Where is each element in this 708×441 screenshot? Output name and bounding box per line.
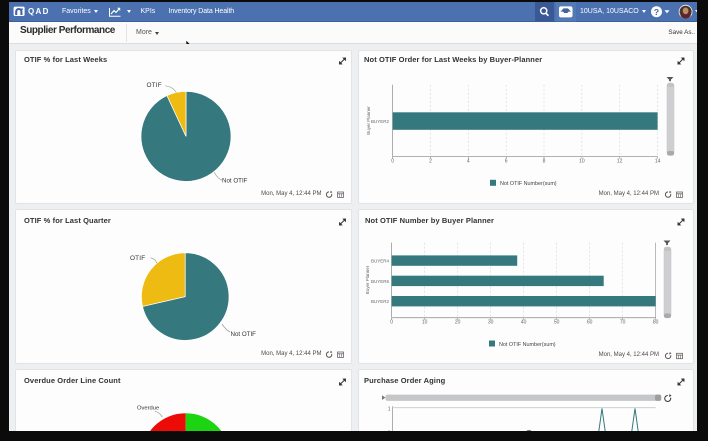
svg-text:Buyer Planner: Buyer Planner bbox=[366, 106, 371, 135]
svg-text:0: 0 bbox=[390, 319, 393, 325]
svg-text:Buyer Planner: Buyer Planner bbox=[365, 265, 370, 294]
svg-text:2: 2 bbox=[429, 158, 432, 164]
svg-text:1: 1 bbox=[388, 407, 391, 413]
svg-text:BUYER2: BUYER2 bbox=[371, 299, 390, 304]
svg-text:Not OTIF: Not OTIF bbox=[222, 178, 248, 185]
svg-text:BUYER2: BUYER2 bbox=[371, 119, 390, 124]
svg-text:60: 60 bbox=[587, 319, 593, 325]
svg-text:2: 2 bbox=[388, 431, 391, 432]
svg-text:80: 80 bbox=[653, 319, 659, 325]
svg-text:Overdue: Overdue bbox=[137, 406, 159, 412]
svg-text:6: 6 bbox=[505, 158, 508, 164]
svg-text:10: 10 bbox=[579, 158, 585, 164]
svg-text:30: 30 bbox=[488, 319, 494, 325]
svg-text:40: 40 bbox=[521, 319, 527, 325]
svg-text:OTIF: OTIF bbox=[130, 255, 145, 262]
svg-text:70: 70 bbox=[620, 319, 626, 325]
svg-text:Not OTIF Number(sum): Not OTIF Number(sum) bbox=[500, 181, 557, 187]
svg-text:10: 10 bbox=[422, 319, 428, 325]
svg-text:?: ? bbox=[654, 7, 659, 17]
svg-text:8: 8 bbox=[543, 158, 546, 164]
svg-text:Not OTIF: Not OTIF bbox=[231, 331, 257, 338]
svg-text:50: 50 bbox=[554, 319, 560, 325]
svg-text:0: 0 bbox=[391, 158, 394, 164]
svg-text:Not OTIF Number(sum): Not OTIF Number(sum) bbox=[499, 342, 556, 348]
svg-text:14: 14 bbox=[655, 158, 661, 164]
svg-text:12: 12 bbox=[617, 158, 623, 164]
svg-text:20: 20 bbox=[455, 319, 461, 325]
svg-text:4: 4 bbox=[467, 158, 470, 164]
svg-text:BUYER4: BUYER4 bbox=[371, 259, 390, 264]
svg-text:OTIF: OTIF bbox=[147, 82, 162, 89]
svg-text:BUYER6: BUYER6 bbox=[371, 279, 390, 284]
